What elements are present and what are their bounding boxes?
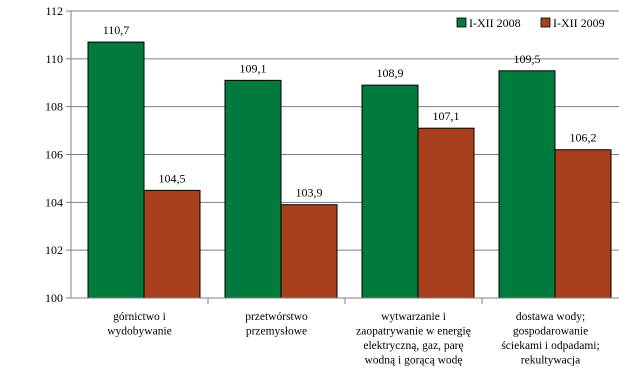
bar <box>417 127 475 299</box>
data-label: 109,5 <box>514 52 541 66</box>
data-label: 106,2 <box>570 131 597 145</box>
bar <box>554 149 612 299</box>
bar <box>224 79 282 299</box>
y-tick-label: 106 <box>45 148 63 162</box>
category-label: dostawa wody; gospodarowanie ściekami i od… <box>501 311 599 367</box>
data-label: 108,9 <box>377 66 404 80</box>
data-label: 109,1 <box>240 61 267 75</box>
y-tick-label: 112 <box>45 4 63 18</box>
legend-swatch <box>540 17 551 28</box>
data-label: 107,1 <box>433 109 460 123</box>
legend-label: I-XII 2009 <box>553 16 605 30</box>
y-tick-label: 100 <box>45 291 63 305</box>
bar <box>87 41 145 299</box>
bar <box>498 70 556 299</box>
y-tick-label: 104 <box>45 195 63 209</box>
category-label: wytwarzanie i zaopatrywanie w energię elek… <box>356 311 471 367</box>
category-label: górnictwo i wydobywanie <box>107 311 172 338</box>
bar <box>280 204 338 299</box>
data-labels: 110,7 109,1 108,9 109,5 104,5 103,9 107,1 106,2 <box>103 23 597 200</box>
bars <box>87 41 612 299</box>
y-tick-label: 108 <box>45 100 63 114</box>
bar <box>361 84 419 299</box>
category-labels: górnictwo i wydobywanie przetwórstwo przemy… <box>107 311 599 367</box>
y-axis-ticks: 100 102 104 106 108 110 112 <box>45 4 71 305</box>
data-label: 103,9 <box>296 186 323 200</box>
data-label: 104,5 <box>159 171 186 185</box>
legend-label: I-XII 2008 <box>469 16 521 30</box>
data-label: 110,7 <box>103 23 130 37</box>
axes <box>70 11 619 304</box>
y-tick-label: 110 <box>45 52 63 66</box>
legend: I-XII 2008 I-XII 2009 <box>456 16 605 30</box>
legend-swatch <box>456 17 467 28</box>
category-label: przetwórstwo przemysłowe <box>245 311 308 338</box>
y-tick-label: 102 <box>45 243 63 257</box>
bar <box>143 189 201 299</box>
